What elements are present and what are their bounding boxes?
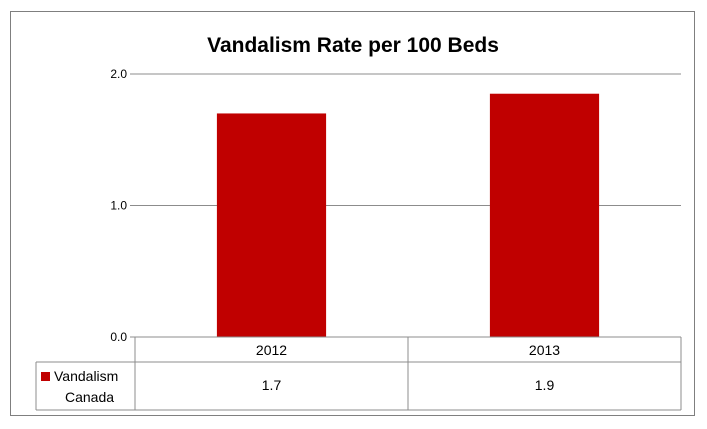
data-table: 2012 2013 1.7 1.9 Vandalism Canada xyxy=(35,336,682,411)
y-tick-label-2: 2.0 xyxy=(110,67,127,81)
x-category-label-2013: 2013 xyxy=(529,342,560,358)
bars xyxy=(216,93,600,337)
y-tick-label-1: 1.0 xyxy=(110,199,127,213)
bar-2013 xyxy=(489,93,600,337)
y-tick-label-0: 0.0 xyxy=(110,330,127,344)
y-axis-ticks: 0.0 1.0 2.0 xyxy=(110,67,127,344)
chart-title: Vandalism Rate per 100 Beds xyxy=(207,34,499,57)
table-value-2013: 1.9 xyxy=(535,377,555,393)
legend-label-line-2: Canada xyxy=(65,389,114,405)
chart-svg: Vandalism Rate per 100 Beds 0.0 1.0 2.0 20… xyxy=(35,34,682,411)
bar-2012 xyxy=(216,113,327,337)
table-value-2012: 1.7 xyxy=(262,377,282,393)
x-category-label-2012: 2012 xyxy=(256,342,287,358)
legend-label-line-1: Vandalism xyxy=(54,368,118,384)
chart-frame: Vandalism Rate per 100 Beds 0.0 1.0 2.0 20… xyxy=(10,11,695,416)
legend-swatch xyxy=(41,372,50,381)
